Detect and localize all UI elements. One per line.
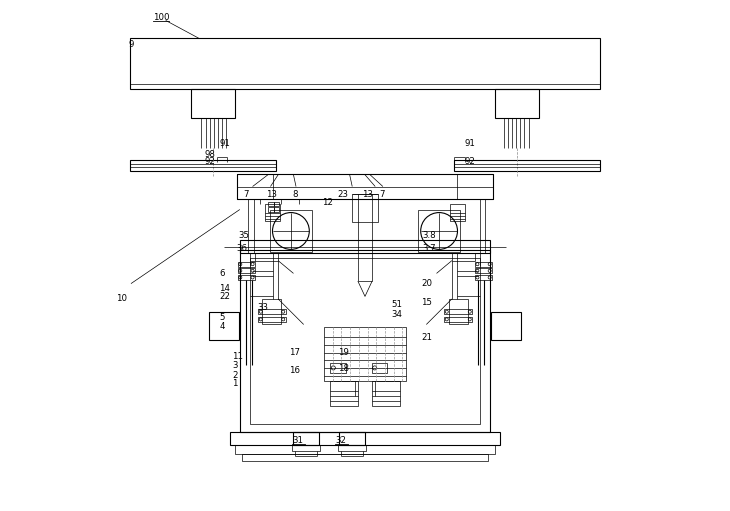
Text: 13: 13	[362, 190, 373, 199]
Bar	[258, 309, 286, 314]
Text: 13: 13	[266, 190, 277, 199]
Bar	[209, 312, 239, 340]
Bar	[269, 202, 274, 206]
Bar	[496, 89, 539, 118]
Text: 7: 7	[379, 190, 384, 199]
Text: 21: 21	[421, 333, 432, 342]
Bar	[258, 317, 286, 322]
Text: 12: 12	[322, 198, 333, 207]
Text: 10: 10	[115, 294, 126, 304]
Bar	[274, 207, 279, 212]
Text: 11: 11	[232, 352, 243, 361]
Text: 19: 19	[338, 348, 349, 357]
Bar	[352, 194, 378, 222]
Bar	[475, 268, 492, 273]
Bar	[238, 275, 255, 280]
Text: 3: 3	[232, 361, 238, 370]
Text: 3.8: 3.8	[423, 230, 437, 240]
Text: 31: 31	[293, 436, 304, 445]
Text: 15: 15	[421, 298, 432, 307]
Bar	[330, 363, 345, 373]
Text: 8: 8	[293, 190, 298, 199]
Text: 20: 20	[421, 278, 432, 288]
Text: 17: 17	[289, 348, 300, 357]
Bar	[372, 363, 387, 373]
Bar	[269, 207, 274, 212]
Bar	[475, 275, 492, 280]
Bar	[293, 432, 319, 445]
Bar	[130, 160, 276, 171]
Text: 33: 33	[258, 303, 269, 312]
Bar	[250, 258, 480, 424]
Text: 3.7: 3.7	[423, 244, 437, 253]
Bar	[262, 299, 281, 324]
Text: 16: 16	[289, 366, 300, 376]
Text: 2: 2	[232, 370, 238, 380]
Bar	[266, 204, 280, 221]
Text: 36: 36	[237, 244, 247, 253]
Text: 92: 92	[204, 157, 215, 166]
Bar	[237, 174, 493, 199]
Text: 5: 5	[219, 313, 225, 322]
Bar	[293, 445, 320, 451]
Text: 6: 6	[219, 269, 225, 278]
Text: 100: 100	[153, 13, 169, 22]
Text: 35: 35	[239, 230, 250, 240]
Text: 92: 92	[464, 157, 475, 166]
Bar	[450, 204, 465, 221]
Text: 4: 4	[219, 321, 225, 331]
Text: 91: 91	[464, 138, 475, 148]
Bar	[444, 317, 472, 322]
Text: 7: 7	[243, 190, 249, 199]
Bar	[444, 309, 472, 314]
Text: 91: 91	[219, 138, 230, 148]
Bar	[475, 262, 492, 267]
Bar	[339, 445, 366, 451]
Bar	[237, 174, 273, 199]
Text: 14: 14	[219, 284, 231, 293]
Bar	[239, 240, 491, 253]
Bar	[235, 445, 496, 454]
Bar	[238, 268, 255, 273]
Bar	[339, 432, 365, 445]
Text: 1: 1	[232, 379, 238, 388]
Text: 32: 32	[335, 436, 346, 445]
Bar	[229, 432, 501, 445]
Text: 98: 98	[204, 150, 215, 159]
Bar	[449, 299, 468, 324]
Text: 23: 23	[337, 190, 348, 199]
Text: 9: 9	[129, 40, 134, 50]
Bar	[239, 250, 491, 432]
Bar	[418, 210, 460, 252]
Text: 18: 18	[338, 364, 349, 374]
Bar	[454, 160, 600, 171]
Bar	[270, 210, 312, 252]
Bar	[457, 174, 493, 199]
Bar	[242, 454, 488, 461]
Text: 34: 34	[391, 310, 402, 319]
Bar	[274, 202, 279, 206]
Bar	[491, 312, 521, 340]
Bar	[191, 89, 235, 118]
Text: 22: 22	[219, 292, 231, 301]
Bar	[324, 327, 406, 381]
Bar	[130, 38, 600, 89]
Text: 51: 51	[391, 299, 402, 309]
Bar	[238, 262, 255, 267]
Bar	[372, 381, 400, 406]
Bar	[330, 381, 358, 406]
